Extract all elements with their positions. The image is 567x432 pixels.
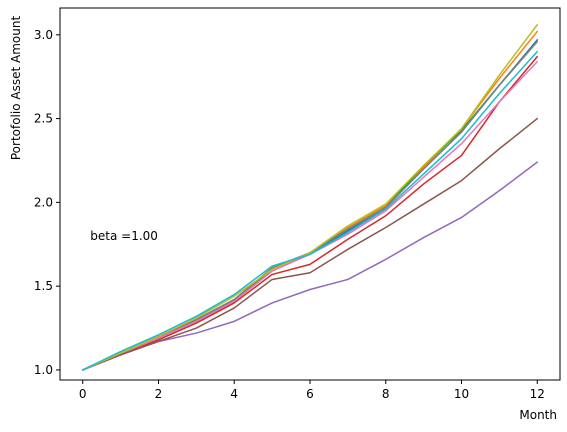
x-tick-label: 8 [382, 387, 390, 401]
y-tick-label: 2.5 [34, 112, 53, 126]
series-line-8 [81, 40, 539, 371]
y-axis-label: Portofolio Asset Amount [9, 16, 23, 161]
series-line-3 [81, 40, 539, 371]
x-tick-label: 0 [79, 387, 87, 401]
x-axis-ticks: 0 2 4 6 8 10 12 [79, 380, 545, 401]
x-tick-label: 6 [306, 387, 314, 401]
series-line-1 [81, 39, 539, 371]
x-tick-label: 10 [454, 387, 469, 401]
beta-annotation: beta =1.00 [90, 229, 158, 243]
y-tick-label: 1.0 [34, 363, 53, 377]
plot-frame [59, 7, 561, 381]
x-tick-label: 2 [155, 387, 163, 401]
y-tick-label: 3.0 [34, 28, 53, 42]
series-line-2 [81, 30, 539, 371]
y-axis-ticks: 1.0 1.5 2.0 2.5 3.0 [34, 28, 60, 377]
series-line-7 [81, 60, 539, 371]
series-line-10 [81, 50, 539, 371]
x-axis-label: Month [519, 408, 557, 422]
y-tick-label: 2.0 [34, 195, 53, 209]
y-tick-label: 1.5 [34, 279, 53, 293]
series-line-4 [81, 55, 539, 371]
series-layer [81, 24, 539, 371]
series-line-9 [81, 24, 539, 371]
x-tick-label: 4 [230, 387, 238, 401]
x-tick-label: 12 [530, 387, 545, 401]
series-line-6 [81, 117, 539, 371]
